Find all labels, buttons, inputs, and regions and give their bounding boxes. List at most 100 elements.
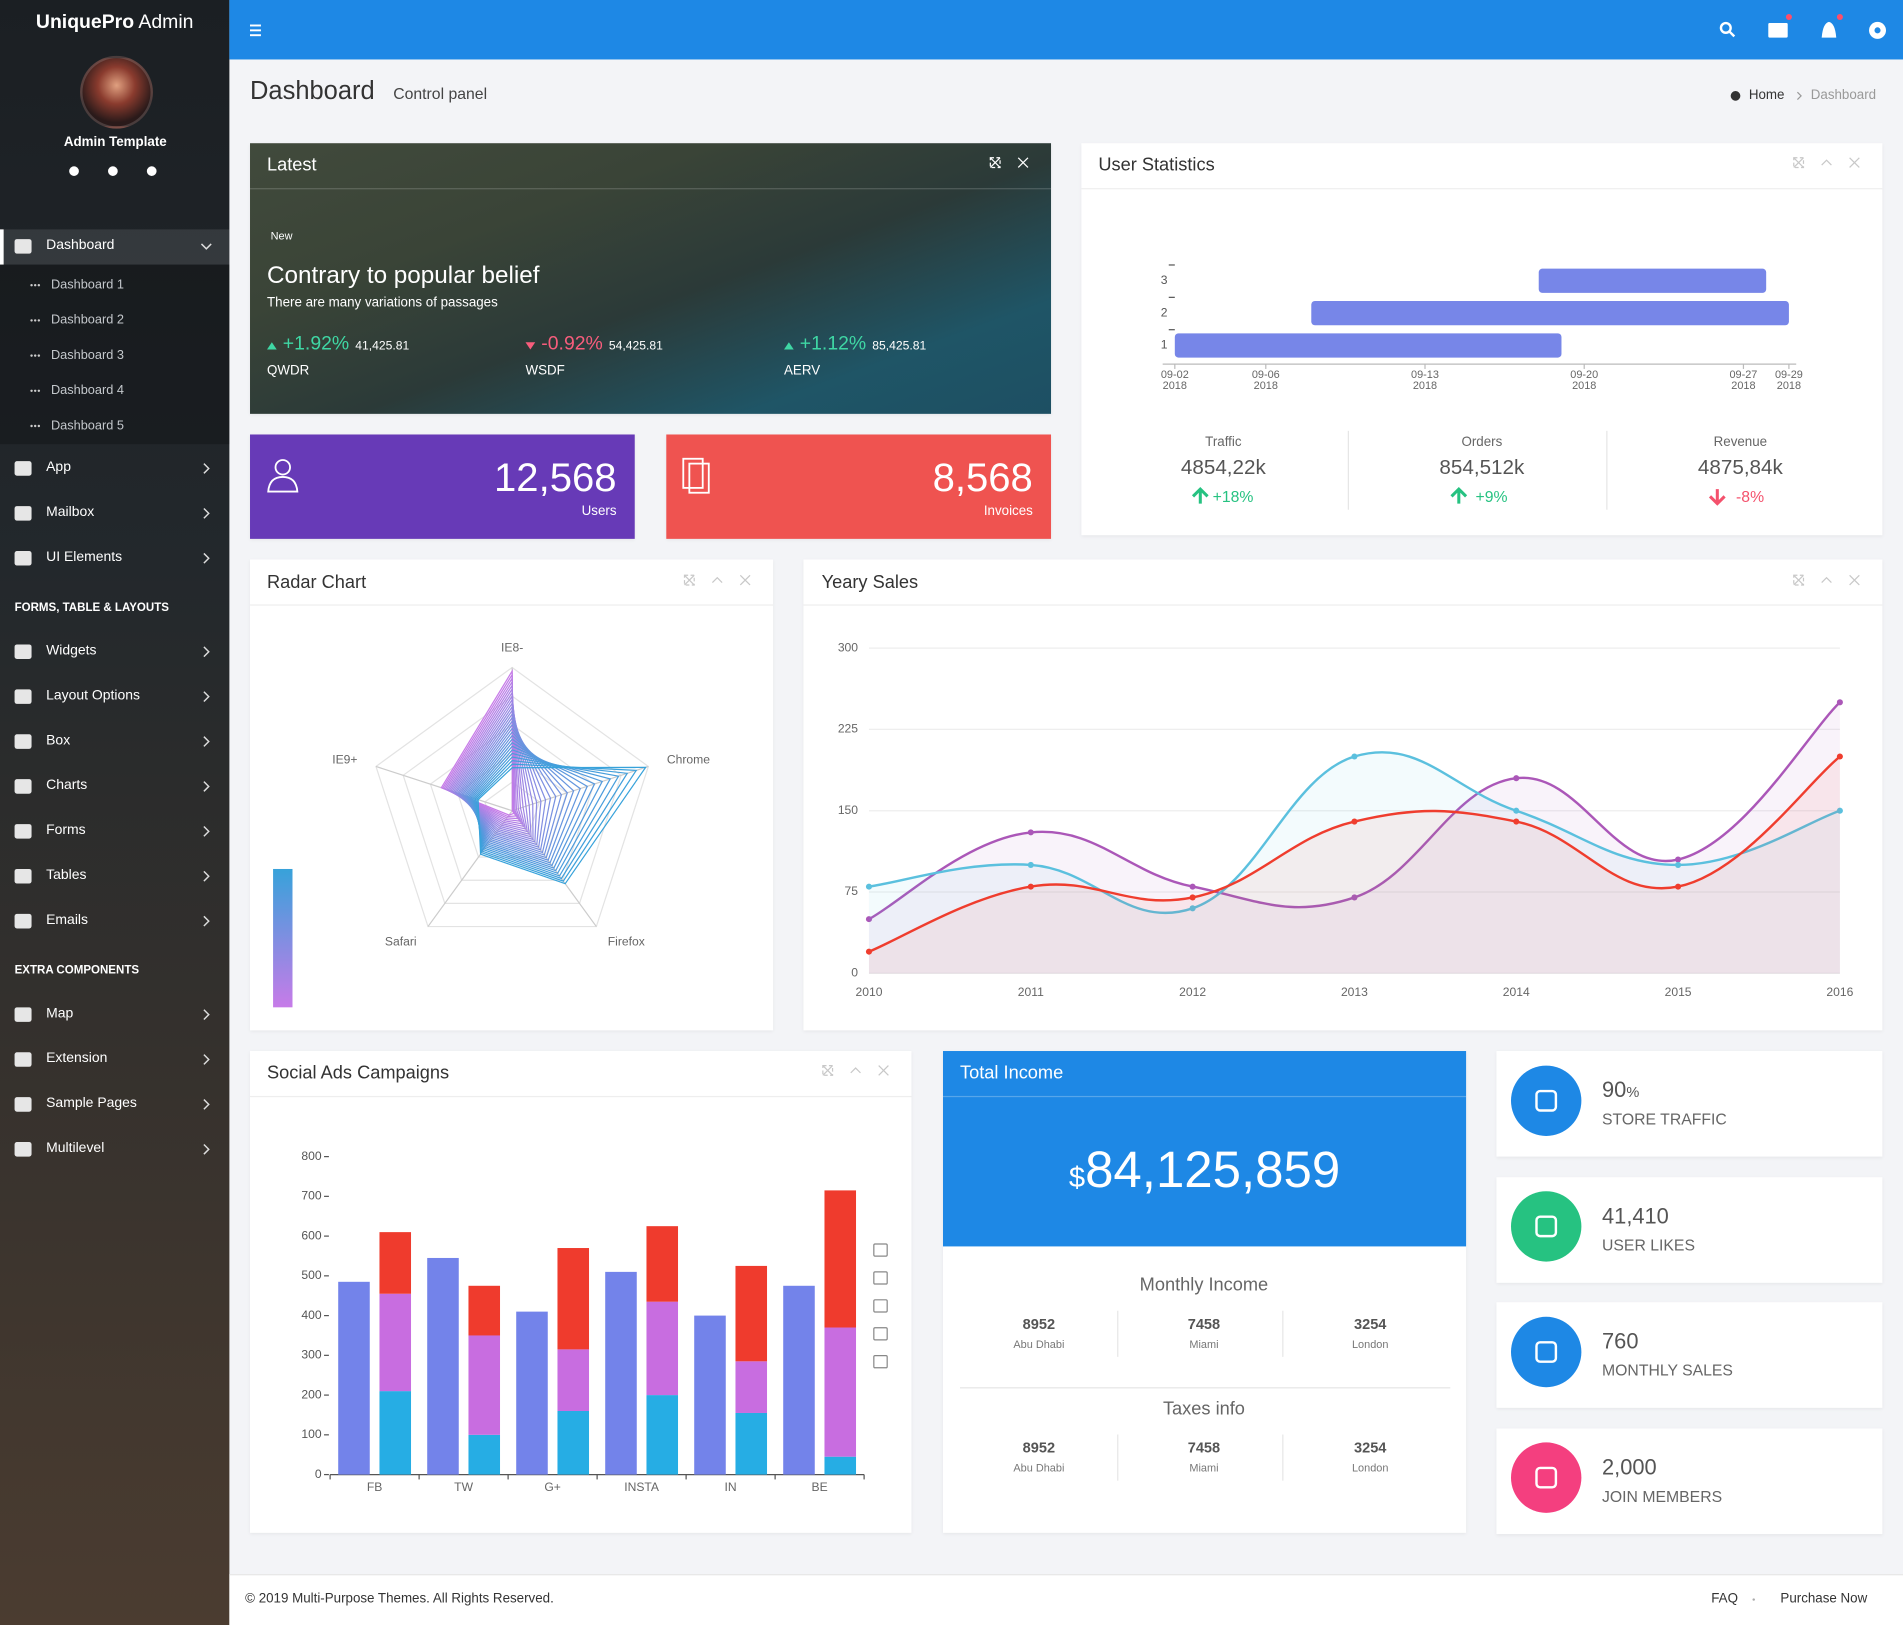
menu-item: Dashboard <box>46 238 115 253</box>
menu-item: Extension <box>46 1051 108 1066</box>
ticker: +1.12% 85,425.81 <box>799 333 927 355</box>
menu-section: EXTRA COMPONENTS <box>14 963 140 978</box>
menu-section: FORMS, TABLE & LAYOUTS <box>14 601 169 615</box>
summary-label: Traffic <box>1205 435 1242 450</box>
menu-item: Tables <box>46 868 87 883</box>
submenu-item: Dashboard 1 <box>50 277 124 293</box>
menu-item: Multilevel <box>46 1141 105 1156</box>
card-divider <box>803 604 1883 606</box>
summary-change: -8% <box>1736 487 1765 506</box>
menu-item: Emails <box>46 912 89 928</box>
income-item-city: Miami <box>1189 1338 1219 1351</box>
card-divider <box>943 1095 1467 1098</box>
badge: New <box>270 229 293 243</box>
card-title: Yeary Sales <box>821 572 919 593</box>
avatar <box>80 55 153 129</box>
headline: Contrary to popular belief <box>267 262 540 289</box>
info-box <box>1496 1302 1883 1408</box>
card-divider <box>250 604 774 606</box>
ticker: -0.92% 54,425.81 <box>541 333 663 355</box>
info-label: MONTHLY SALES <box>1602 1361 1733 1380</box>
menu-item: Layout Options <box>46 688 141 704</box>
page-subtitle: Control panel <box>393 84 488 103</box>
info-box <box>1496 1051 1883 1157</box>
group-title: Monthly Income <box>1139 1274 1269 1296</box>
income-item-value: 7458 <box>1187 1439 1221 1457</box>
submenu <box>0 264 230 445</box>
summary-label: Revenue <box>1713 435 1768 450</box>
brand-name: UniquePro <box>35 12 135 33</box>
menu-item: Map <box>46 1006 74 1021</box>
info-label: USER LIKES <box>1602 1235 1695 1254</box>
breadcrumb: Dashboard <box>1810 87 1877 103</box>
income-item-value: 7458 <box>1187 1315 1221 1333</box>
income-value: 84,125,859 <box>1085 1140 1341 1198</box>
menu-item: UI Elements <box>46 550 123 565</box>
info-number: 760 <box>1602 1328 1639 1354</box>
card-divider <box>250 188 1052 190</box>
social-card <box>250 1051 912 1533</box>
stat-box <box>250 434 635 539</box>
income-item-city: Abu Dhabi <box>1013 1461 1065 1474</box>
info-value: 90% <box>1602 1079 1639 1101</box>
income-item-city: London <box>1351 1338 1389 1351</box>
page-title: Dashboard <box>250 77 375 105</box>
menu-item: Sample Pages <box>46 1096 137 1111</box>
card-divider <box>250 1095 912 1098</box>
income-header <box>943 1051 1467 1247</box>
latest-card <box>250 143 1052 414</box>
income-item-value: 8952 <box>1022 1315 1056 1333</box>
info-unit: % <box>1626 1083 1640 1101</box>
income-currency: $ <box>1068 1161 1086 1195</box>
stat-value: 12,568 <box>494 454 617 500</box>
info-number: 41,410 <box>1602 1203 1669 1228</box>
group-title: Taxes info <box>1162 1398 1245 1420</box>
summary-value: 854,512k <box>1439 455 1525 479</box>
menu-item: Charts <box>46 778 88 793</box>
copyright: © 2019 Multi-Purpose Themes. All Rights … <box>245 1591 554 1607</box>
ticker-change: -0.92% <box>541 333 603 355</box>
menu-item: Mailbox <box>46 505 95 520</box>
footer-link: Purchase Now <box>1780 1591 1868 1607</box>
menu-active <box>0 229 230 265</box>
menu-item: Forms <box>46 823 86 838</box>
user-name: Admin Template <box>63 135 167 150</box>
headline-text: There are many variations of passages <box>267 295 498 311</box>
menu-item: App <box>46 460 71 475</box>
home-icon <box>1730 91 1741 101</box>
income-item-value: 3254 <box>1354 1439 1387 1457</box>
income-item-value: 3254 <box>1354 1315 1387 1333</box>
ticker: +1.92% 41,425.81 <box>283 334 409 354</box>
ticker-value: 54,425.81 <box>608 339 663 354</box>
brand: UniquePro Admin <box>0 13 229 32</box>
info-value: 2,000 <box>1602 1456 1657 1478</box>
info-box <box>1496 1176 1883 1283</box>
ticker-value: 85,425.81 <box>872 339 927 354</box>
radar-card <box>250 559 774 1031</box>
income-item-city: Abu Dhabi <box>1013 1338 1065 1351</box>
info-value: 760 <box>1602 1330 1638 1352</box>
footer <box>229 1574 1903 1625</box>
info-number: 90 <box>1602 1077 1627 1102</box>
income-amount: $84,125,859 <box>943 1144 1466 1195</box>
info-number: 2,000 <box>1602 1454 1657 1479</box>
submenu-item: Dashboard 3 <box>50 348 124 363</box>
menu-item: Widgets <box>46 643 97 659</box>
menu-item: Box <box>46 733 71 748</box>
summary-change: +18% <box>1212 487 1254 506</box>
card-title: Radar Chart <box>267 572 367 593</box>
summary-value: 4875,84k <box>1697 455 1783 479</box>
card-title: Social Ads Campaigns <box>267 1062 450 1084</box>
breadcrumb-sep <box>1796 91 1802 100</box>
submenu-item: Dashboard 2 <box>50 312 124 328</box>
income-item-city: Miami <box>1189 1461 1219 1474</box>
income-item-value: 8952 <box>1022 1439 1056 1457</box>
stat-label: Users <box>581 504 617 519</box>
sales-card <box>803 559 1883 1031</box>
ticker-change: +1.12% <box>799 333 867 355</box>
footer-link: FAQ <box>1711 1591 1738 1607</box>
brand-suffix: Admin <box>138 12 194 33</box>
info-value: 41,410 <box>1602 1205 1669 1227</box>
info-label: JOIN MEMBERS <box>1602 1486 1723 1505</box>
